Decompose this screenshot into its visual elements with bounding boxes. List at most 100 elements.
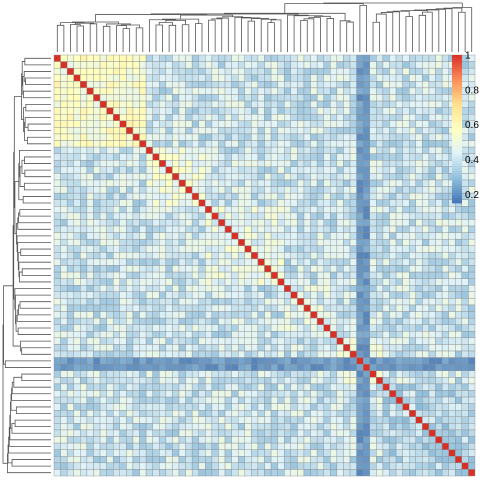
heatmap-cell bbox=[231, 219, 239, 227]
heatmap-cell bbox=[455, 212, 463, 220]
heatmap-cell bbox=[270, 199, 278, 207]
heatmap-cell bbox=[218, 324, 226, 332]
heatmap-cell bbox=[145, 192, 153, 200]
heatmap-cell bbox=[145, 74, 153, 82]
heatmap-cell bbox=[277, 350, 285, 358]
heatmap-cell bbox=[60, 54, 68, 62]
heatmap-cell bbox=[231, 127, 239, 135]
heatmap-cell bbox=[270, 100, 278, 108]
heatmap-cell bbox=[409, 173, 417, 181]
heatmap-cell bbox=[356, 100, 364, 108]
heatmap-cell bbox=[60, 377, 68, 385]
heatmap-cell bbox=[277, 100, 285, 108]
heatmap-cell bbox=[468, 133, 476, 141]
heatmap-cell bbox=[455, 298, 463, 306]
heatmap-cell bbox=[224, 179, 232, 187]
heatmap-cell bbox=[112, 357, 120, 365]
heatmap-cell bbox=[80, 173, 88, 181]
heatmap-cell bbox=[106, 127, 114, 135]
heatmap-cell bbox=[356, 173, 364, 181]
heatmap-cell bbox=[251, 127, 259, 135]
heatmap-cell bbox=[152, 186, 160, 194]
heatmap-cell bbox=[237, 206, 245, 214]
heatmap-cell bbox=[237, 390, 245, 398]
heatmap-cell bbox=[461, 291, 469, 299]
heatmap-cell bbox=[382, 199, 390, 207]
heatmap-cell bbox=[185, 363, 193, 371]
heatmap-cell bbox=[362, 67, 370, 75]
heatmap-cell bbox=[402, 146, 410, 154]
heatmap-cell bbox=[369, 186, 377, 194]
heatmap-cell bbox=[409, 304, 417, 312]
heatmap-cell bbox=[461, 166, 469, 174]
heatmap-cell bbox=[349, 258, 357, 266]
heatmap-cell bbox=[402, 285, 410, 293]
heatmap-cell bbox=[205, 331, 213, 339]
heatmap-cell bbox=[395, 350, 403, 358]
heatmap-cell bbox=[349, 423, 357, 431]
colorbar-segment bbox=[452, 183, 462, 187]
heatmap-cell bbox=[389, 390, 397, 398]
heatmap-cell bbox=[99, 377, 107, 385]
heatmap-cell bbox=[409, 265, 417, 273]
heatmap-cell bbox=[428, 304, 436, 312]
heatmap-cell bbox=[376, 258, 384, 266]
heatmap-cell bbox=[264, 344, 272, 352]
heatmap-cell bbox=[198, 304, 206, 312]
heatmap-cell bbox=[93, 285, 101, 293]
heatmap-cell bbox=[277, 192, 285, 200]
heatmap-cell bbox=[441, 410, 449, 418]
heatmap-cell bbox=[119, 94, 127, 102]
heatmap-cell bbox=[356, 160, 364, 168]
heatmap-cell bbox=[191, 225, 199, 233]
heatmap-cell bbox=[126, 219, 134, 227]
heatmap-cell bbox=[60, 199, 68, 207]
heatmap-cell bbox=[73, 160, 81, 168]
dendrogram-branch bbox=[19, 301, 51, 309]
heatmap-cell bbox=[422, 291, 430, 299]
heatmap-cell bbox=[356, 456, 364, 464]
heatmap-cell bbox=[422, 331, 430, 339]
heatmap-cell bbox=[369, 298, 377, 306]
heatmap-cell bbox=[185, 357, 193, 365]
heatmap-cell bbox=[284, 344, 292, 352]
heatmap-cell bbox=[224, 350, 232, 358]
heatmap-cell bbox=[165, 120, 173, 128]
heatmap-cell bbox=[441, 469, 449, 477]
heatmap-cell bbox=[231, 344, 239, 352]
heatmap-cell bbox=[244, 160, 252, 168]
heatmap-cell bbox=[284, 462, 292, 470]
heatmap-cell bbox=[165, 146, 173, 154]
heatmap-cell bbox=[185, 416, 193, 424]
dendrogram-branch bbox=[303, 18, 315, 52]
heatmap-cell bbox=[126, 324, 134, 332]
heatmap-cell bbox=[218, 146, 226, 154]
heatmap-cell bbox=[159, 416, 167, 424]
heatmap-cell bbox=[382, 238, 390, 246]
heatmap-cell bbox=[165, 140, 173, 148]
heatmap-cell bbox=[441, 113, 449, 121]
heatmap-cell bbox=[99, 416, 107, 424]
heatmap-cell bbox=[145, 311, 153, 319]
heatmap-cell bbox=[60, 166, 68, 174]
heatmap-cell bbox=[224, 403, 232, 411]
heatmap-cell bbox=[448, 396, 456, 404]
heatmap-cell bbox=[415, 252, 423, 260]
heatmap-cell bbox=[198, 271, 206, 279]
heatmap-cell bbox=[257, 258, 265, 266]
heatmap-cell bbox=[106, 442, 114, 450]
heatmap-cell bbox=[112, 265, 120, 273]
heatmap-cell bbox=[468, 291, 476, 299]
heatmap-cell bbox=[60, 337, 68, 345]
heatmap-cell bbox=[73, 258, 81, 266]
heatmap-cell bbox=[415, 291, 423, 299]
heatmap-cell bbox=[395, 225, 403, 233]
heatmap-cell bbox=[435, 396, 443, 404]
heatmap-cell bbox=[441, 179, 449, 187]
heatmap-cell bbox=[66, 304, 74, 312]
heatmap-cell bbox=[93, 160, 101, 168]
heatmap-cell bbox=[86, 252, 94, 260]
heatmap-cell bbox=[257, 120, 265, 128]
heatmap-cell bbox=[198, 81, 206, 89]
heatmap-cell bbox=[86, 317, 94, 325]
